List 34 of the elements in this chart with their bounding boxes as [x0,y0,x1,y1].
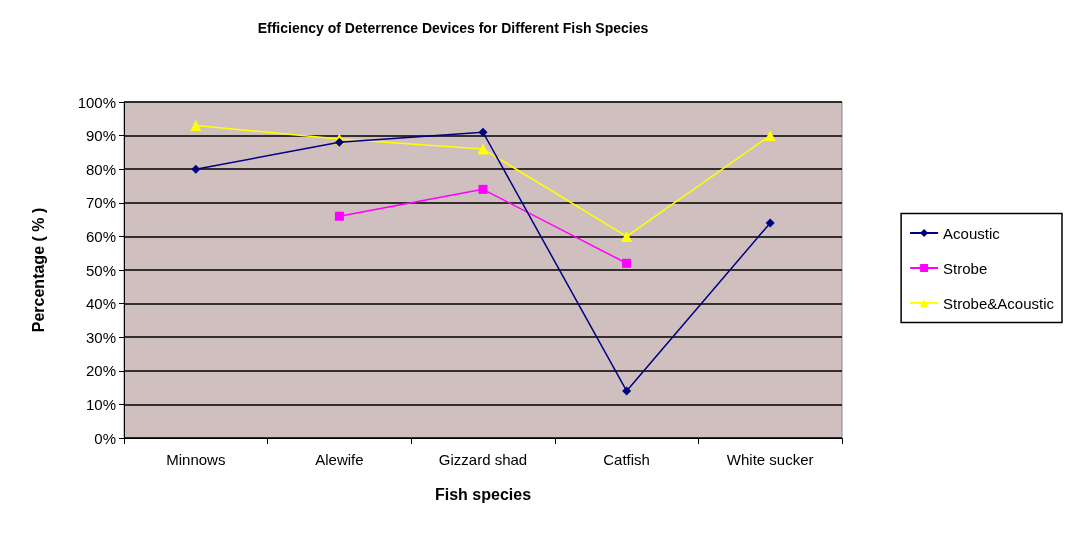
point [621,230,633,242]
point [334,211,344,221]
y-tick-label: 100% [77,93,116,111]
point [191,164,201,174]
point [622,386,632,396]
y-axis-title: Percentage ( % ) [29,207,47,333]
legend-label: Strobe [943,259,988,277]
y-tick-label: 90% [85,127,116,145]
y-tick-label: 10% [85,395,116,413]
point [334,137,344,147]
x-tick-label: White sucker [726,451,814,468]
x-tick-label: Gizzard shad [438,451,528,468]
point [764,130,776,142]
point [478,127,488,137]
point [622,258,632,268]
y-tick-label: 60% [85,227,116,245]
y-tick-label: 70% [85,194,116,212]
y-tick-label: 50% [85,261,116,279]
x-axis-title: Fish species [434,485,532,503]
point [190,120,202,132]
y-tick-label: 40% [85,295,116,313]
legend-label: Acoustic [943,224,1001,242]
y-tick-label: 80% [85,160,116,178]
chart-title: Efficiency of Deterrence Devices for Different Fish Species [257,20,649,36]
y-tick-label: 20% [85,362,116,380]
y-tick-label: 0% [94,429,116,447]
point [765,218,775,228]
x-tick-label: Minnows [166,451,226,468]
y-tick-label: 30% [85,328,116,346]
legend-label: Strobe&Acoustic [943,294,1055,312]
x-tick-label: Catfish [603,451,650,468]
point [478,184,488,194]
point [477,143,489,155]
x-tick-label: Alewife [315,451,364,468]
